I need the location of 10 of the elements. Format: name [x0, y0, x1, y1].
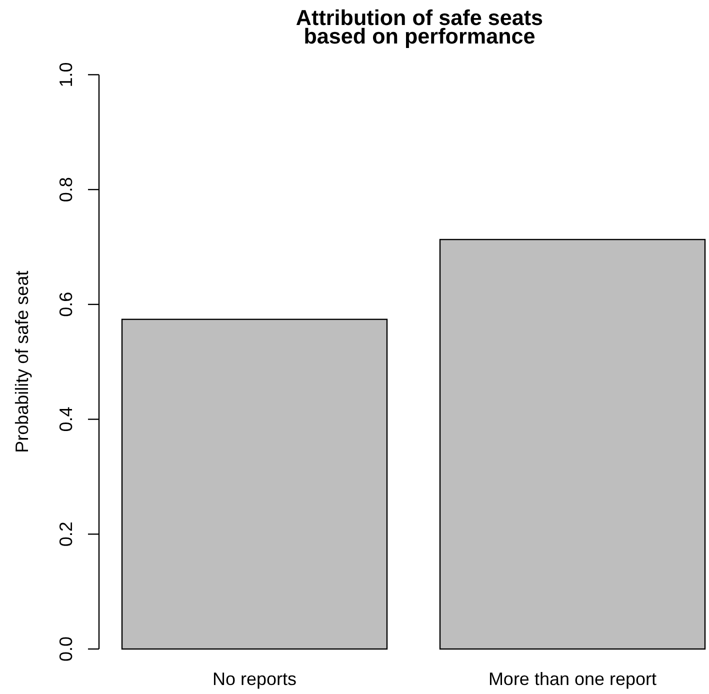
- y-tick-label: 0.4: [56, 406, 76, 432]
- x-tick-label: No reports: [212, 669, 297, 689]
- chart-title: Attribution of safe seats based on performance: [296, 5, 544, 48]
- y-tick-label: 1.0: [56, 62, 76, 88]
- y-tick-label: 0.6: [56, 292, 76, 317]
- y-tick-label: 0.8: [56, 177, 76, 202]
- x-tick-label: More than one report: [488, 669, 657, 689]
- y-tick-label: 0.0: [56, 636, 76, 662]
- y-axis-title: Probability of safe seat: [12, 270, 32, 453]
- y-tick-label: 0.2: [56, 522, 76, 547]
